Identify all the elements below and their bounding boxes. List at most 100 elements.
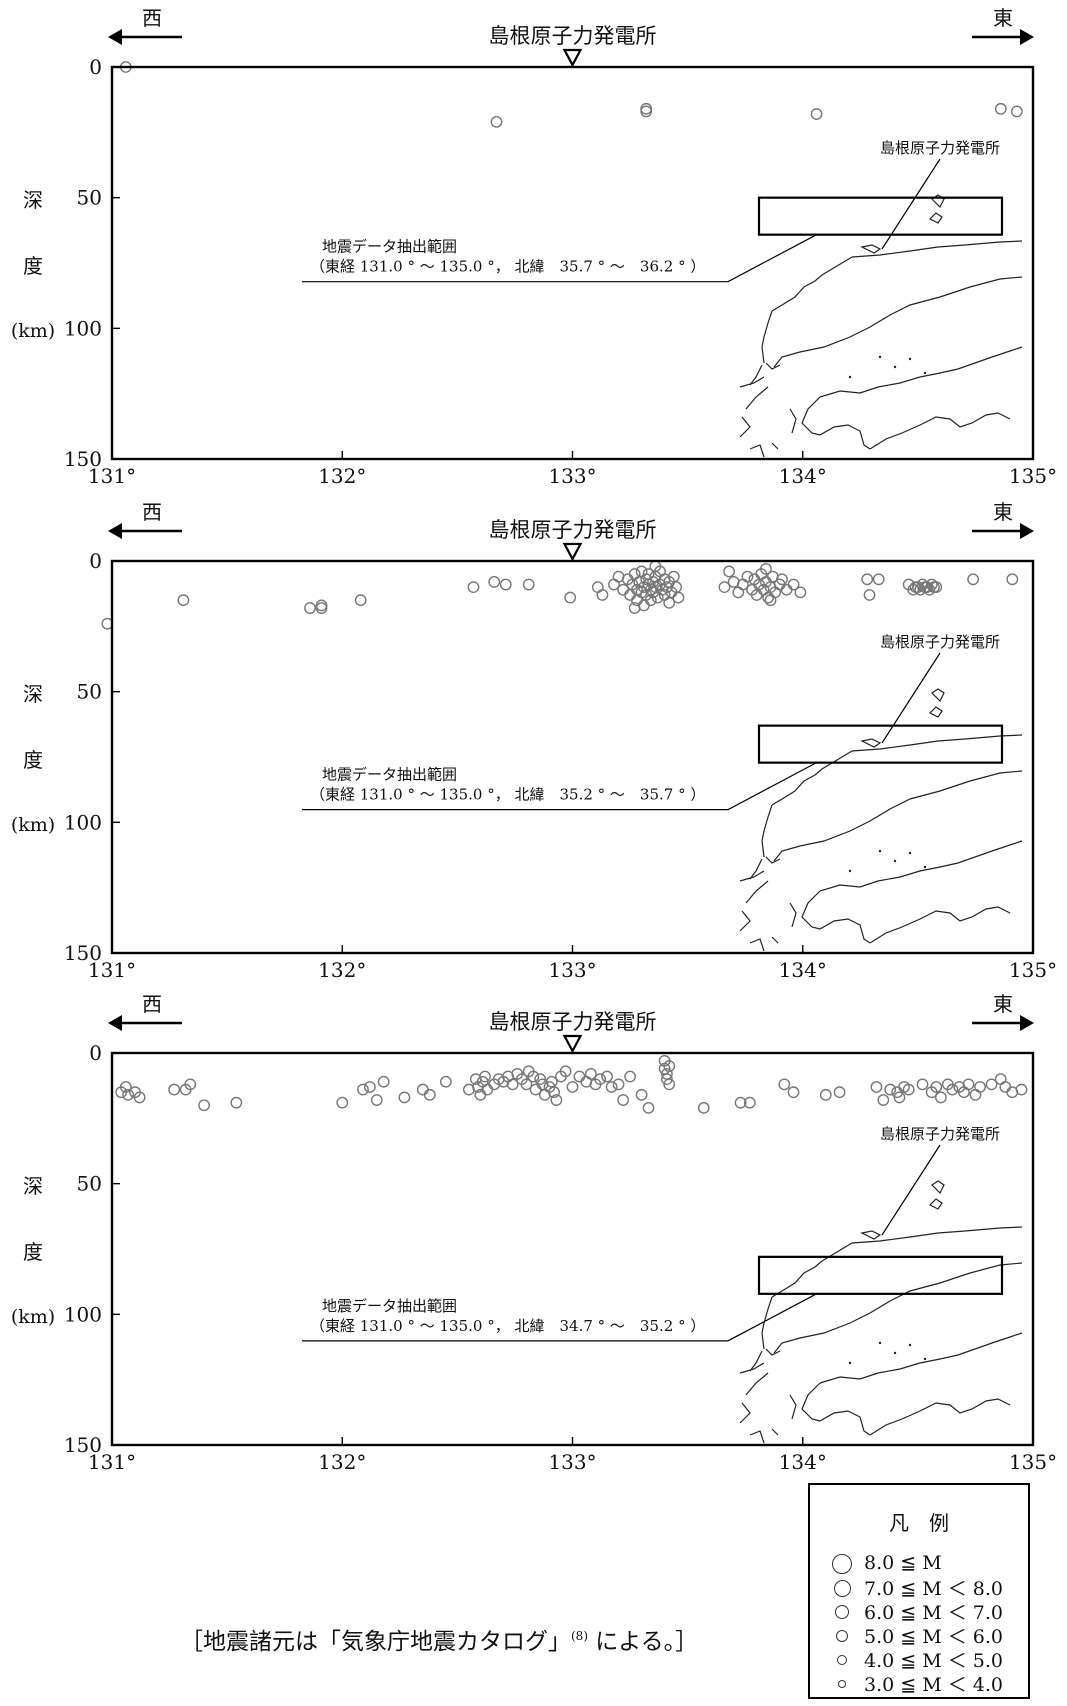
- earthquake-point: [594, 1073, 607, 1086]
- earthquake-point: [628, 568, 641, 580]
- x-tick-label: 133°: [548, 958, 596, 982]
- y-tick-label: 50: [77, 1172, 102, 1196]
- earthquake-point: [467, 581, 480, 594]
- earthquake-point: [741, 570, 754, 583]
- earthquake-point: [315, 599, 328, 612]
- earthquake-point: [336, 1096, 349, 1109]
- earthquake-point: [591, 581, 604, 594]
- y-tick-label: 0: [89, 1041, 102, 1065]
- y-tick-label: 50: [77, 186, 102, 210]
- legend-item-label: 8.0 ≦ M: [864, 1552, 942, 1574]
- x-tick-label: 135°: [1009, 958, 1057, 982]
- earthquake-point: [370, 1094, 383, 1106]
- inset-map: 島根原子力発電所: [739, 633, 1023, 952]
- depth-axis-label-2: 度: [23, 748, 43, 772]
- x-tick-label: 131°: [88, 464, 136, 488]
- earthquake-point: [718, 581, 731, 594]
- earthquake-point: [778, 1078, 791, 1091]
- legend-item: 6.0 ≦ M ＜ 7.0: [830, 1599, 1026, 1624]
- earthquake-point: [635, 565, 648, 578]
- east-label: 東: [993, 992, 1013, 1016]
- earthquake-point: [780, 583, 793, 596]
- earthquake-point: [601, 1070, 613, 1083]
- earthquake-point: [946, 1083, 959, 1096]
- extraction-range-box: [757, 1255, 1004, 1295]
- earthquake-point: [177, 594, 190, 607]
- earthquake-point: [787, 578, 800, 591]
- earthquake-point: [506, 1078, 519, 1091]
- legend-items: 8.0 ≦ M 7.0 ≦ M ＜ 8.0 6.0 ≦ M ＜ 7.0 5.0 ≦ M…: [830, 1551, 1026, 1696]
- earthquake-point: [734, 1096, 747, 1109]
- legend-item-label: 5.0 ≦ M ＜ 6.0: [864, 1625, 1003, 1648]
- earthquake-point: [1010, 105, 1023, 118]
- depth-axis-unit: (km): [11, 320, 55, 342]
- earthquake-point: [122, 1088, 135, 1101]
- east-label: 東: [993, 500, 1013, 524]
- inset-site-leader: [881, 1144, 941, 1236]
- y-tick-label: 100: [64, 316, 102, 340]
- earthquake-point: [999, 1081, 1012, 1093]
- earthquake-point: [776, 573, 788, 586]
- earthquake-point: [363, 1081, 376, 1093]
- earthquake-point: [663, 1078, 676, 1091]
- legend-item-label: 6.0 ≦ M ＜ 7.0: [864, 1601, 1003, 1624]
- earthquake-point: [810, 108, 823, 120]
- earthquake-point: [488, 576, 501, 588]
- earthquake-point: [357, 1083, 369, 1096]
- earthquake-point: [527, 1070, 540, 1083]
- west-arrow-icon: [108, 523, 122, 539]
- y-tick-label: 100: [64, 810, 102, 834]
- source-note-ref: (8): [571, 1629, 588, 1643]
- source-note-text: ［地震諸元は「気象庁地震カタログ」: [180, 1629, 571, 1655]
- x-tick-label: 133°: [548, 1450, 596, 1474]
- x-tick-label: 134°: [779, 1450, 827, 1474]
- earthquake-point: [935, 1091, 947, 1104]
- y-tick-label: 150: [64, 447, 102, 471]
- legend-item: 4.0 ≦ M ＜ 5.0: [830, 1647, 1026, 1672]
- earthquake-point: [423, 1088, 436, 1101]
- east-arrow-icon: [1020, 29, 1034, 45]
- annotation-title: 地震データ抽出範囲: [322, 1297, 457, 1315]
- earthquake-point: [819, 1088, 832, 1101]
- source-note: ［地震諸元は「気象庁地震カタログ」(8) による。］: [180, 1622, 698, 1656]
- earthquake-point: [863, 589, 876, 601]
- magnitude-circle-icon: [830, 1600, 854, 1622]
- x-tick-label: 135°: [1009, 1450, 1057, 1474]
- magnitude-circle-icon: [830, 1648, 854, 1670]
- y-tick-label: 50: [77, 680, 102, 704]
- earthquake-point: [642, 1101, 655, 1114]
- earthquake-point: [119, 1081, 132, 1093]
- earthquake-point: [522, 578, 535, 591]
- west-arrow-icon: [108, 29, 122, 45]
- inset-site-label: 島根原子力発電所: [880, 633, 1000, 651]
- site-marker-icon: [562, 542, 583, 562]
- earthquake-point: [644, 594, 657, 607]
- cross-section-panel-1: 西東島根原子力発電所島根原子力発電所地震データ抽出範囲（東経 131.0 ° ～…: [11, 6, 1057, 488]
- annotation-range: （東経 131.0 ° ～ 135.0 °， 北緯 35.7 ° ～ 36.2 …: [310, 258, 705, 276]
- earthquake-point: [184, 1078, 197, 1091]
- annotation-leader: [302, 234, 817, 283]
- earthquake-point: [624, 589, 636, 601]
- legend-box: 凡 例 8.0 ≦ M 7.0 ≦ M ＜ 8.0 6.0 ≦ M ＜ 7.0 5.0…: [808, 1483, 1030, 1699]
- earthquake-point: [559, 1065, 572, 1078]
- earthquake-point: [930, 1081, 943, 1093]
- earthquake-point: [967, 573, 980, 586]
- annotation-title: 地震データ抽出範囲: [322, 766, 457, 784]
- inset-map: 島根原子力発電所: [739, 1125, 1023, 1444]
- annotation-title: 地震データ抽出範囲: [322, 238, 457, 256]
- earthquake-point: [479, 1070, 491, 1083]
- legend-item: 8.0 ≦ M: [830, 1551, 1026, 1575]
- inset-map-outline: [739, 688, 1023, 952]
- magnitude-circle-icon: [830, 1624, 854, 1646]
- x-tick-label: 132°: [318, 958, 366, 982]
- earthquake-point: [612, 1078, 625, 1091]
- annotation-leader: [302, 762, 817, 811]
- earthquake-point: [732, 586, 745, 599]
- annotation-leader: [302, 1293, 817, 1342]
- earthquake-point: [1015, 1083, 1028, 1096]
- earthquake-point: [315, 602, 328, 614]
- earthquake-point: [573, 1070, 586, 1083]
- site-label: 島根原子力発電所: [489, 24, 657, 48]
- inset-site-leader: [881, 652, 941, 744]
- cross-section-panel-2: 西東島根原子力発電所島根原子力発電所地震データ抽出範囲（東経 131.0 ° ～…: [11, 500, 1057, 982]
